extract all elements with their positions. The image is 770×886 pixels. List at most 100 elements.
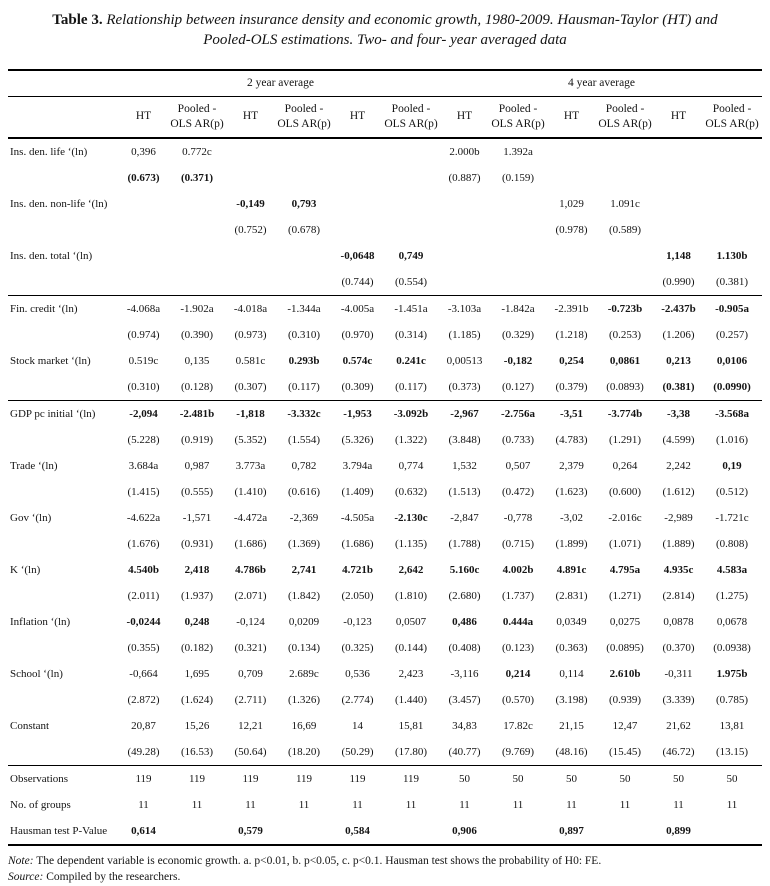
table-cell: [227, 165, 274, 191]
table-cell: [334, 165, 381, 191]
table-cell: [488, 243, 548, 269]
source-text: Compiled by the researchers.: [46, 871, 181, 884]
table-cell: -4.018a: [227, 294, 274, 322]
std-error-row: (5.228) (0.919) (5.352) (1.554) (5.326) (1.32…: [8, 427, 762, 453]
col-header-ht: HT: [227, 96, 274, 139]
table-cell: (1.737): [501, 589, 535, 602]
table-cell: 1.975b: [716, 667, 748, 680]
table-cell: 50: [441, 764, 489, 792]
table-cell: [167, 191, 227, 217]
table-cell: (3.848): [448, 433, 481, 446]
table-cell: 0,793: [291, 197, 317, 210]
table-cell: (2.071): [234, 589, 267, 602]
table-cell: -0.723b: [595, 294, 656, 322]
table-row: Ins. den. life ‘(ln) 0,396 0.772c 2.000b 1.3…: [8, 138, 762, 165]
table-cell: (1.291): [608, 433, 642, 446]
table-cell: 11: [298, 798, 310, 811]
table-cell: 50: [548, 764, 596, 792]
table-cell: 2,379: [559, 459, 584, 472]
table-cell: (0.887): [448, 171, 481, 184]
table-cell: (0.678): [287, 223, 321, 236]
table-cell: (3.198): [555, 693, 588, 706]
table-cell: -3.103a: [441, 294, 489, 322]
table-cell: 2.610b: [609, 667, 641, 680]
table-notes: Note: The dependent variable is economic…: [8, 853, 762, 886]
table-cell: [595, 269, 655, 296]
table-cell: (2.831): [555, 589, 588, 602]
table-cell: (18.20): [287, 745, 321, 758]
table-cell: [167, 269, 227, 296]
table-cell: (50.29): [341, 745, 374, 758]
std-error-row: (1.676) (0.931) (1.686) (1.369) (1.686) (1.13…: [8, 531, 762, 557]
table-cell: -0,311: [664, 667, 693, 680]
row-label: Constant: [10, 719, 50, 732]
table-cell: (0.785): [715, 693, 749, 706]
table-cell: (5.326): [341, 433, 374, 446]
note-line: Note: The dependent variable is economic…: [8, 853, 762, 870]
table-cell: -1,571: [182, 511, 212, 524]
table-cell: [334, 138, 381, 165]
table-cell: -0,149: [236, 197, 265, 210]
table-cell: 0,00513: [446, 354, 483, 367]
column-header-row: HT Pooled - OLS AR(p) HT Pooled - OLS AR(p)…: [8, 96, 763, 139]
note-text: The dependent variable is economic growt…: [36, 854, 602, 867]
table-cell: 0,0507: [395, 615, 427, 628]
table-cell: 16,69: [291, 719, 317, 732]
table-cell: 1.392a: [503, 145, 533, 158]
table-cell: (1.135): [394, 537, 428, 550]
table-cell: -1.842a: [488, 294, 549, 322]
table-cell: -0.905a: [702, 294, 763, 322]
table-cell: (0.752): [234, 223, 267, 236]
table-cell: 12,47: [612, 719, 638, 732]
table-cell: (48.16): [555, 745, 588, 758]
std-error-row: (0.355) (0.182) (0.321) (0.134) (0.325) (0.14…: [8, 635, 762, 661]
table-cell: [274, 243, 334, 269]
table-cell: 119: [274, 764, 334, 792]
table-cell: (0.554): [394, 275, 428, 288]
table-cell: 0,396: [131, 145, 156, 158]
table-cell: 119: [381, 764, 442, 792]
table-cell: -0,0648: [340, 249, 375, 262]
table-cell: 4.891c: [556, 563, 587, 576]
table-cell: [381, 191, 441, 217]
col-header-ht: HT: [548, 96, 596, 139]
table-cell: [441, 217, 488, 243]
table-row: Inflation ‘(ln) -0,0244 0,248 -0,124 0,0209 -…: [8, 609, 762, 635]
table-cell: (2.711): [234, 693, 267, 706]
table-cell: 11: [726, 798, 738, 811]
std-error-row: (0.744) (0.554) (0.990) (0.381): [8, 269, 762, 296]
table-title-label: Table 3.: [52, 12, 103, 28]
table-cell: -3.568a: [702, 399, 763, 427]
table-cell: 0,254: [559, 354, 584, 367]
row-label: [8, 374, 120, 401]
table-cell: (1.415): [127, 485, 160, 498]
table-cell: -2,989: [664, 511, 693, 524]
table-cell: [381, 818, 441, 845]
table-cell: 0,0878: [663, 615, 694, 628]
table-cell: 21,62: [666, 719, 691, 732]
col-header-pooled-ols: Pooled - OLS AR(p): [702, 96, 763, 139]
table-cell: (2.774): [341, 693, 374, 706]
table-cell: [381, 138, 441, 165]
table-cell: 11: [673, 798, 684, 811]
table-cell: 4.002b: [502, 563, 534, 576]
table-cell: (1.624): [180, 693, 214, 706]
table-cell: (1.271): [608, 589, 642, 602]
table-cell: (0.325): [341, 641, 374, 654]
row-label: [8, 217, 120, 243]
table-cell: 0,782: [291, 459, 317, 472]
table-title: Table 3. Relationship between insurance …: [36, 10, 734, 51]
table-cell: 0,614: [131, 824, 156, 837]
table-cell: 11: [459, 798, 470, 811]
group-header-row: 2 year average 4 year average: [8, 69, 763, 97]
table-cell: 4.721b: [342, 563, 373, 576]
table-cell: 2.689c: [289, 667, 319, 680]
table-cell: -0,664: [129, 667, 158, 680]
row-label: Ins. den. non-life ‘(ln): [10, 197, 108, 210]
table-cell: -4.622a: [126, 511, 161, 524]
table-cell: (1.440): [394, 693, 428, 706]
table-cell: 13,81: [719, 719, 745, 732]
table-cell: (1.275): [715, 589, 749, 602]
table-cell: 0,0275: [609, 615, 641, 628]
